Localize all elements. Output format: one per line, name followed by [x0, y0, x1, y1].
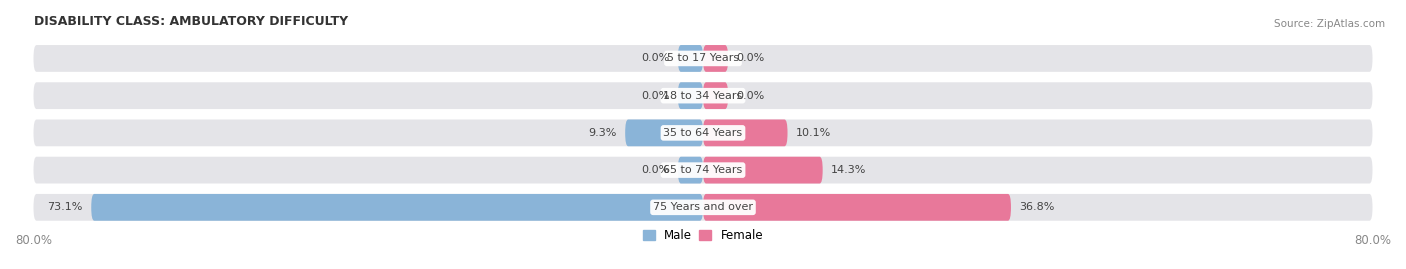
FancyBboxPatch shape	[678, 157, 703, 183]
Text: 0.0%: 0.0%	[737, 91, 765, 101]
Text: 73.1%: 73.1%	[48, 202, 83, 212]
FancyBboxPatch shape	[626, 119, 703, 146]
Text: 36.8%: 36.8%	[1019, 202, 1054, 212]
FancyBboxPatch shape	[703, 119, 787, 146]
Text: 5 to 17 Years: 5 to 17 Years	[666, 54, 740, 63]
FancyBboxPatch shape	[703, 157, 823, 183]
Text: 0.0%: 0.0%	[641, 165, 669, 175]
FancyBboxPatch shape	[703, 45, 728, 72]
Text: 75 Years and over: 75 Years and over	[652, 202, 754, 212]
FancyBboxPatch shape	[91, 194, 703, 221]
Text: 9.3%: 9.3%	[589, 128, 617, 138]
FancyBboxPatch shape	[34, 45, 1372, 72]
Text: 0.0%: 0.0%	[737, 54, 765, 63]
Text: Source: ZipAtlas.com: Source: ZipAtlas.com	[1274, 19, 1385, 29]
FancyBboxPatch shape	[34, 119, 1372, 146]
Text: 65 to 74 Years: 65 to 74 Years	[664, 165, 742, 175]
Text: 18 to 34 Years: 18 to 34 Years	[664, 91, 742, 101]
Text: DISABILITY CLASS: AMBULATORY DIFFICULTY: DISABILITY CLASS: AMBULATORY DIFFICULTY	[34, 15, 347, 28]
FancyBboxPatch shape	[34, 157, 1372, 183]
Text: 10.1%: 10.1%	[796, 128, 831, 138]
FancyBboxPatch shape	[34, 194, 1372, 221]
Text: 35 to 64 Years: 35 to 64 Years	[664, 128, 742, 138]
FancyBboxPatch shape	[34, 82, 1372, 109]
FancyBboxPatch shape	[703, 194, 1011, 221]
Legend: Male, Female: Male, Female	[638, 225, 768, 247]
FancyBboxPatch shape	[678, 45, 703, 72]
FancyBboxPatch shape	[703, 82, 728, 109]
Text: 0.0%: 0.0%	[641, 91, 669, 101]
Text: 0.0%: 0.0%	[641, 54, 669, 63]
FancyBboxPatch shape	[678, 82, 703, 109]
Text: 14.3%: 14.3%	[831, 165, 866, 175]
